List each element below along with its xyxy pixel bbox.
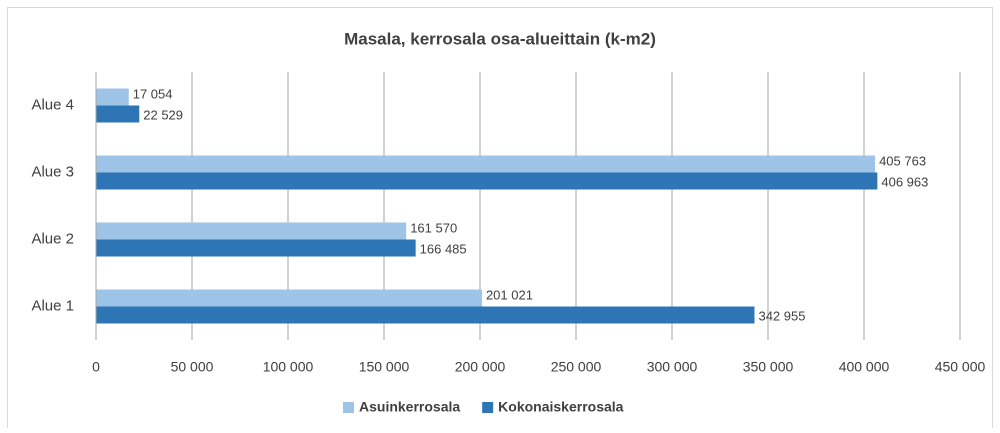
x-tick-label: 400 000 bbox=[839, 359, 890, 375]
data-label: 201 021 bbox=[486, 287, 533, 302]
x-tick-label: 450 000 bbox=[935, 359, 986, 375]
x-tick-label: 50 000 bbox=[171, 359, 214, 375]
legend-label: Kokonaiskerrosala bbox=[498, 399, 623, 415]
data-label: 22 529 bbox=[143, 107, 183, 122]
legend-label: Asuinkerrosala bbox=[359, 399, 460, 415]
x-tick-label: 300 000 bbox=[647, 359, 698, 375]
bar bbox=[96, 306, 755, 324]
bar bbox=[96, 155, 876, 173]
chart-title: Masala, kerrosala osa-alueittain (k-m2) bbox=[344, 29, 656, 48]
x-tick-label: 350 000 bbox=[743, 359, 794, 375]
bar bbox=[96, 172, 878, 190]
y-tick-label: Alue 1 bbox=[31, 297, 74, 314]
chart-frame bbox=[7, 7, 993, 433]
data-label: 405 763 bbox=[879, 153, 926, 168]
bar bbox=[96, 289, 482, 307]
x-tick-label: 0 bbox=[92, 359, 100, 375]
y-tick-label: Alue 2 bbox=[31, 230, 74, 247]
bar bbox=[96, 222, 407, 240]
x-tick-label: 200 000 bbox=[455, 359, 506, 375]
y-tick-label: Alue 3 bbox=[31, 163, 74, 180]
data-label: 166 485 bbox=[420, 241, 467, 256]
x-tick-label: 250 000 bbox=[551, 359, 602, 375]
y-tick-label: Alue 4 bbox=[31, 96, 74, 113]
x-tick-label: 100 000 bbox=[263, 359, 314, 375]
legend-swatch bbox=[482, 402, 494, 413]
data-label: 161 570 bbox=[410, 220, 457, 235]
data-label: 17 054 bbox=[133, 86, 173, 101]
x-tick-label: 150 000 bbox=[359, 359, 410, 375]
bar bbox=[96, 105, 140, 123]
bar bbox=[96, 239, 416, 257]
data-label: 406 963 bbox=[881, 174, 928, 189]
bar bbox=[96, 88, 129, 106]
legend-swatch bbox=[343, 402, 354, 413]
data-label: 342 955 bbox=[758, 308, 805, 323]
